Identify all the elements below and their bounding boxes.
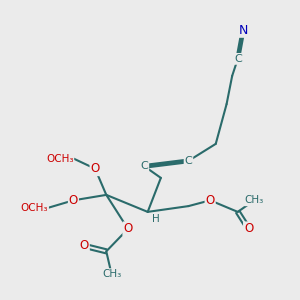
Text: OCH₃: OCH₃ (21, 203, 48, 213)
Text: O: O (80, 239, 89, 252)
Text: O: O (69, 194, 78, 207)
Text: C: C (140, 161, 148, 171)
Text: O: O (206, 194, 215, 207)
Text: CH₃: CH₃ (244, 195, 264, 205)
Text: O: O (244, 222, 253, 236)
Text: H: H (152, 214, 160, 224)
Text: N: N (238, 24, 248, 37)
Text: C: C (184, 156, 192, 166)
Text: CH₃: CH₃ (102, 269, 121, 279)
Text: C: C (234, 54, 242, 64)
Text: OCH₃: OCH₃ (46, 154, 74, 164)
Text: O: O (91, 162, 100, 175)
Text: O: O (123, 222, 133, 236)
